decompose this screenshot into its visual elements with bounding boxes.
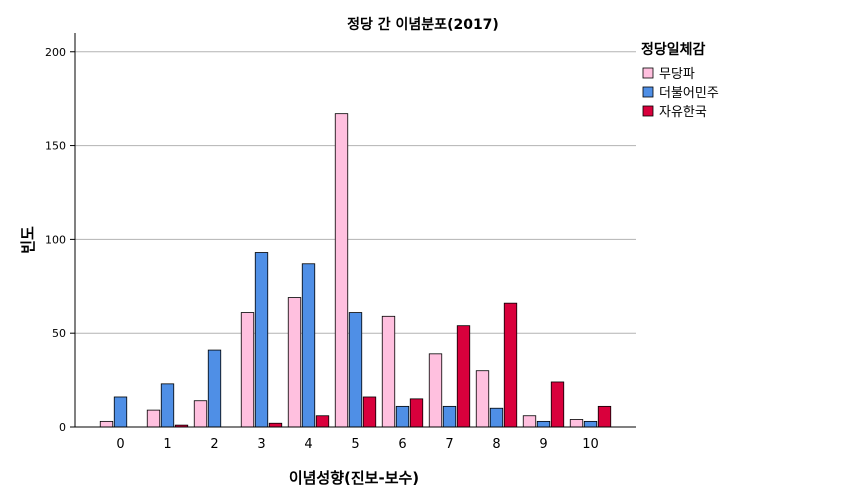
bar xyxy=(348,312,363,428)
x-tick-label: 5 xyxy=(351,437,359,452)
bar xyxy=(503,302,518,428)
legend-title: 정당일체감 xyxy=(641,41,706,58)
x-tick-label: 2 xyxy=(210,437,218,452)
bar xyxy=(489,407,504,428)
x-tick-label: 7 xyxy=(445,437,453,452)
bar xyxy=(583,420,598,428)
bar xyxy=(240,312,255,428)
bar xyxy=(113,396,128,428)
x-tick-label: 6 xyxy=(398,437,406,452)
bar xyxy=(99,420,114,428)
x-tick-label: 3 xyxy=(257,437,265,452)
x-tick-label: 8 xyxy=(492,437,500,452)
bar xyxy=(193,400,208,428)
x-axis-title: 이념성향(진보-보수) xyxy=(289,469,419,487)
x-tick-label: 10 xyxy=(582,437,599,452)
y-axis-title: 빈도 xyxy=(19,226,37,254)
bar xyxy=(160,383,175,428)
bar xyxy=(207,349,222,428)
bar xyxy=(301,263,316,428)
bar xyxy=(569,419,584,428)
x-tick-label: 9 xyxy=(539,437,547,452)
y-tick-label: 100 xyxy=(45,233,66,246)
bar xyxy=(597,405,612,428)
legend-label: 더불어민주 xyxy=(659,86,719,101)
chart-title: 정당 간 이념분포(2017) xyxy=(347,16,499,33)
bar xyxy=(456,325,471,428)
x-tick-label: 1 xyxy=(163,437,171,452)
legend-swatch xyxy=(642,86,654,98)
bar xyxy=(254,252,269,428)
bar xyxy=(409,398,424,428)
bar xyxy=(381,315,396,428)
legend-swatch xyxy=(642,67,654,79)
y-axis-ticks: 0 50 100 150 200 xyxy=(45,46,75,434)
bar xyxy=(287,297,302,428)
gridlines xyxy=(75,51,636,334)
bar xyxy=(475,370,490,428)
bar xyxy=(428,353,443,428)
y-tick-label: 50 xyxy=(52,327,66,340)
bar xyxy=(522,415,537,428)
bar xyxy=(315,415,330,428)
bar xyxy=(395,405,410,428)
bar xyxy=(442,405,457,428)
legend-label: 자유한국 xyxy=(659,105,707,120)
bars xyxy=(99,113,612,428)
bar xyxy=(146,409,161,428)
y-tick-label: 150 xyxy=(45,140,66,153)
bar xyxy=(550,381,565,428)
y-tick-label: 0 xyxy=(59,421,66,434)
bar xyxy=(536,420,551,428)
legend-swatch xyxy=(642,105,654,117)
x-tick-label: 4 xyxy=(304,437,312,452)
x-axis-ticks: 0 1 2 3 4 5 6 7 8 9 10 xyxy=(116,437,598,452)
y-tick-label: 200 xyxy=(45,46,66,59)
bar xyxy=(334,113,349,428)
legend-label: 무당파 xyxy=(659,67,695,82)
bar xyxy=(362,396,377,428)
bar xyxy=(268,422,283,428)
x-tick-label: 0 xyxy=(116,437,124,452)
